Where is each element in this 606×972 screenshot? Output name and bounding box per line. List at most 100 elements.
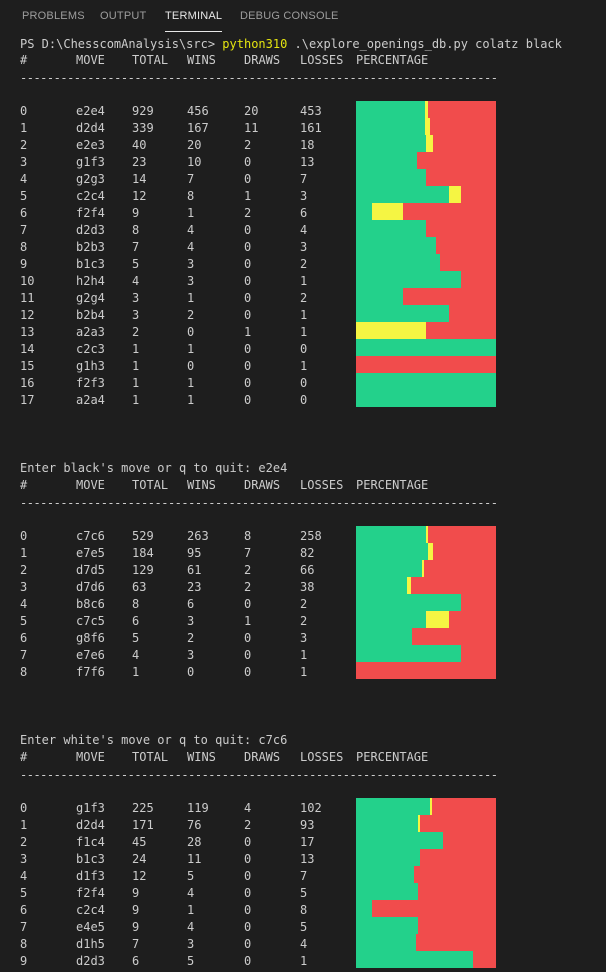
draws: 11 [244,121,259,135]
header-total: TOTAL [132,750,169,764]
wins: 61 [187,563,202,577]
draws-segment [372,203,403,220]
move: d7d6 [76,580,105,594]
percentage-bar [356,628,496,645]
losses-segment [449,611,496,628]
losses-segment [461,594,496,611]
wins-segment [356,883,418,900]
total: 8 [132,597,140,611]
total: 14 [132,172,147,186]
draws: 0 [244,376,252,390]
panel-tabs: PROBLEMS OUTPUT TERMINAL DEBUG CONSOLE [0,0,606,34]
move: e2e4 [76,104,105,118]
row-index: 2 [20,563,28,577]
percentage-bar [356,271,496,288]
draws-segment [426,611,449,628]
losses: 5 [300,886,308,900]
command-line: PS D:\ChesscomAnalysis\src> python310 .\… [20,36,562,52]
losses: 17 [300,835,315,849]
percentage-bar [356,815,496,832]
wins: 0 [187,325,195,339]
losses: 82 [300,546,315,560]
percentage-bar [356,135,496,152]
losses: 6 [300,206,308,220]
wins-segment [356,645,461,662]
percentage-bar [356,237,496,254]
tab-debug-console[interactable]: DEBUG CONSOLE [240,10,339,22]
wins: 76 [187,818,202,832]
draws-segment [425,101,428,118]
wins: 3 [187,937,195,951]
wins-segment [356,526,426,543]
header-index: # [20,478,28,492]
draws: 0 [244,342,252,356]
wins: 0 [187,665,195,679]
draws: 0 [244,172,252,186]
losses-segment [433,135,496,152]
row-index: 6 [20,631,28,645]
draws: 0 [244,920,252,934]
percentage-bar [356,254,496,271]
header-move: MOVE [76,478,105,492]
losses: 4 [300,223,308,237]
row-index: 1 [20,546,28,560]
tab-terminal[interactable]: TERMINAL [165,10,223,32]
draws: 0 [244,240,252,254]
total: 7 [132,937,140,951]
move: g1f3 [76,801,105,815]
move: e7e6 [76,648,105,662]
wins: 3 [187,648,195,662]
losses-segment [424,560,496,577]
percentage-bar [356,220,496,237]
move: e7e5 [76,546,105,560]
draws-segment [426,526,428,543]
percentage-bar [356,526,496,543]
wins-segment [356,611,426,628]
percentage-bar [356,798,496,815]
row-index: 0 [20,104,28,118]
wins-segment [356,220,426,237]
row-index: 0 [20,801,28,815]
wins-segment [356,271,461,288]
draws-segment [356,322,426,339]
row-index: 5 [20,886,28,900]
losses: 161 [300,121,322,135]
losses-segment [430,118,496,135]
wins: 1 [187,376,195,390]
move: c7c5 [76,614,105,628]
draws: 0 [244,835,252,849]
draws: 0 [244,393,252,407]
separator-line: ----------------------------------------… [20,768,498,782]
percentage-bar [356,169,496,186]
percentage-bar [356,339,496,356]
move: g1f3 [76,155,105,169]
tab-output[interactable]: OUTPUT [100,10,147,22]
move: b1c3 [76,257,105,271]
row-index: 1 [20,818,28,832]
tab-problems[interactable]: PROBLEMS [22,10,85,22]
losses: 258 [300,529,322,543]
header-move: MOVE [76,53,105,67]
wins: 5 [187,954,195,968]
command-text: python310 [222,37,288,51]
percentage-bar [356,118,496,135]
losses: 1 [300,665,308,679]
row-index: 5 [20,614,28,628]
header-losses: LOSSES [300,750,344,764]
prompt-text: PS D:\ChesscomAnalysis\src> [20,37,223,51]
losses: 4 [300,937,308,951]
move: d1f3 [76,869,105,883]
wins-segment [356,917,418,934]
row-index: 16 [20,376,35,390]
percentage-bar [356,917,496,934]
move: g1h3 [76,359,105,373]
draws: 7 [244,546,252,560]
wins: 2 [187,308,195,322]
wins: 1 [187,291,195,305]
percentage-bar [356,305,496,322]
separator-line: ----------------------------------------… [20,496,498,510]
row-index: 17 [20,393,35,407]
losses-segment [426,169,496,186]
row-index: 10 [20,274,35,288]
